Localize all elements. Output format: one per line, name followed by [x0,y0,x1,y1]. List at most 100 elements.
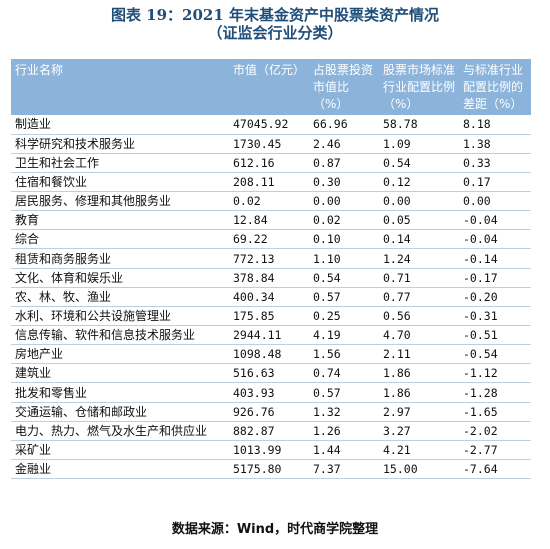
cell-industry: 制造业 [11,115,229,135]
cell-industry: 住宿和餐饮业 [11,172,229,193]
cell-market-standard-ratio: 4.70 [379,325,459,346]
figure-title: 图表 19：2021 年末基金资产中股票类资产情况 [110,6,440,24]
cell-share-of-stock: 1.44 [309,440,379,461]
cell-industry: 金融业 [11,459,229,480]
table-body: 制造业 47045.92 66.96 58.78 8.18 科学研究和技术服务业 1730.… [11,115,531,480]
cell-market-standard-ratio: 1.09 [379,134,459,154]
cell-market-standard-ratio: 15.00 [379,459,459,480]
cell-gap: -0.14 [459,248,531,269]
cell-share-of-stock: 1.26 [309,421,379,441]
cell-gap: -1.28 [459,382,531,403]
cell-industry: 信息传输、软件和信息技术服务业 [11,325,229,346]
cell-gap: -0.51 [459,325,531,346]
cell-market-value: 882.87 [229,421,309,441]
cell-industry: 建筑业 [11,363,229,384]
cell-market-value: 1098.48 [229,344,309,365]
cell-market-standard-ratio: 4.21 [379,440,459,461]
cell-industry: 卫生和社会工作 [11,153,229,173]
cell-gap: -1.65 [459,402,531,422]
cell-market-value: 47045.92 [229,115,309,135]
cell-share-of-stock: 0.74 [309,363,379,384]
table-row: 文化、体育和娱乐业 378.84 0.54 0.71 -0.17 [11,268,531,288]
cell-gap: -1.12 [459,363,531,384]
table-row: 水利、环境和公共设施管理业 175.85 0.25 0.56 -0.31 [11,306,531,327]
cell-gap: -0.04 [459,210,531,231]
header-market-standard-ratio: 股票市场标准行业配置比例（%） [383,63,456,111]
cell-gap: -0.17 [459,268,531,288]
cell-market-value: 926.76 [229,402,309,422]
table-row: 信息传输、软件和信息技术服务业 2944.11 4.19 4.70 -0.51 [11,325,531,346]
cell-share-of-stock: 1.56 [309,344,379,365]
cell-share-of-stock: 7.37 [309,459,379,480]
cell-market-value: 5175.80 [229,459,309,480]
table-row: 制造业 47045.92 66.96 58.78 8.18 [11,115,531,135]
cell-market-standard-ratio: 1.86 [379,382,459,403]
industry-allocation-table: 行业名称 市值（亿元） 占股票投资市值比（%） 股票市场标准行业配置比例（%） … [11,59,531,480]
cell-market-standard-ratio: 0.77 [379,287,459,307]
cell-industry: 教育 [11,210,229,231]
table-row: 卫生和社会工作 612.16 0.87 0.54 0.33 [11,153,531,173]
cell-gap: 0.17 [459,172,531,193]
cell-market-standard-ratio: 58.78 [379,115,459,135]
cell-gap: -7.64 [459,459,531,480]
cell-share-of-stock: 0.25 [309,306,379,327]
cell-share-of-stock: 0.57 [309,382,379,403]
cell-gap: 0.33 [459,153,531,173]
table-row: 批发和零售业 403.93 0.57 1.86 -1.28 [11,382,531,403]
cell-industry: 批发和零售业 [11,382,229,403]
table-row: 租赁和商务服务业 772.13 1.10 1.24 -0.14 [11,248,531,269]
table-row: 住宿和餐饮业 208.11 0.30 0.12 0.17 [11,172,531,193]
table-row: 建筑业 516.63 0.74 1.86 -1.12 [11,363,531,384]
cell-gap: 0.00 [459,191,531,212]
cell-gap: 8.18 [459,115,531,135]
cell-market-value: 69.22 [229,229,309,250]
cell-market-value: 403.93 [229,382,309,403]
cell-market-value: 400.34 [229,287,309,307]
header-gap: 与标准行业配置比例的差距（%） [463,63,524,111]
table-header-row: 行业名称 市值（亿元） 占股票投资市值比（%） 股票市场标准行业配置比例（%） … [11,59,531,115]
cell-gap: -2.02 [459,421,531,441]
figure-subtitle: （证监会行业分类） [207,24,343,42]
cell-market-standard-ratio: 0.00 [379,191,459,212]
cell-market-value: 378.84 [229,268,309,288]
cell-market-standard-ratio: 3.27 [379,421,459,441]
cell-gap: -2.77 [459,440,531,461]
header-market-value: 市值（亿元） [233,63,306,77]
cell-industry: 采矿业 [11,440,229,461]
cell-gap: -0.20 [459,287,531,307]
cell-market-standard-ratio: 2.97 [379,402,459,422]
cell-gap: -0.04 [459,229,531,250]
cell-gap: 1.38 [459,134,531,154]
header-share-of-stock: 占股票投资市值比（%） [313,63,374,111]
cell-share-of-stock: 1.10 [309,248,379,269]
cell-market-value: 208.11 [229,172,309,193]
cell-share-of-stock: 0.02 [309,210,379,231]
cell-market-standard-ratio: 0.05 [379,210,459,231]
table-row: 居民服务、修理和其他服务业 0.02 0.00 0.00 0.00 [11,191,531,212]
cell-share-of-stock: 2.46 [309,134,379,154]
cell-share-of-stock: 1.32 [309,402,379,422]
cell-gap: -0.31 [459,306,531,327]
cell-market-value: 2944.11 [229,325,309,346]
table-row: 教育 12.84 0.02 0.05 -0.04 [11,210,531,231]
cell-industry: 科学研究和技术服务业 [11,134,229,154]
cell-industry: 电力、热力、燃气及水生产和供应业 [11,421,229,441]
cell-industry: 居民服务、修理和其他服务业 [11,191,229,212]
cell-market-standard-ratio: 2.11 [379,344,459,365]
cell-share-of-stock: 0.10 [309,229,379,250]
header-industry: 行业名称 [15,63,64,77]
data-source-note: 数据来源：Wind，时代商学院整理 [171,522,379,537]
cell-share-of-stock: 4.19 [309,325,379,346]
cell-share-of-stock: 0.54 [309,268,379,288]
cell-market-value: 12.84 [229,210,309,231]
table-row: 交通运输、仓储和邮政业 926.76 1.32 2.97 -1.65 [11,402,531,422]
cell-market-standard-ratio: 0.14 [379,229,459,250]
table-row: 科学研究和技术服务业 1730.45 2.46 1.09 1.38 [11,134,531,154]
cell-market-standard-ratio: 0.12 [379,172,459,193]
cell-gap: -0.54 [459,344,531,365]
cell-market-standard-ratio: 1.24 [379,248,459,269]
cell-industry: 房地产业 [11,344,229,365]
cell-share-of-stock: 0.30 [309,172,379,193]
cell-market-standard-ratio: 0.71 [379,268,459,288]
